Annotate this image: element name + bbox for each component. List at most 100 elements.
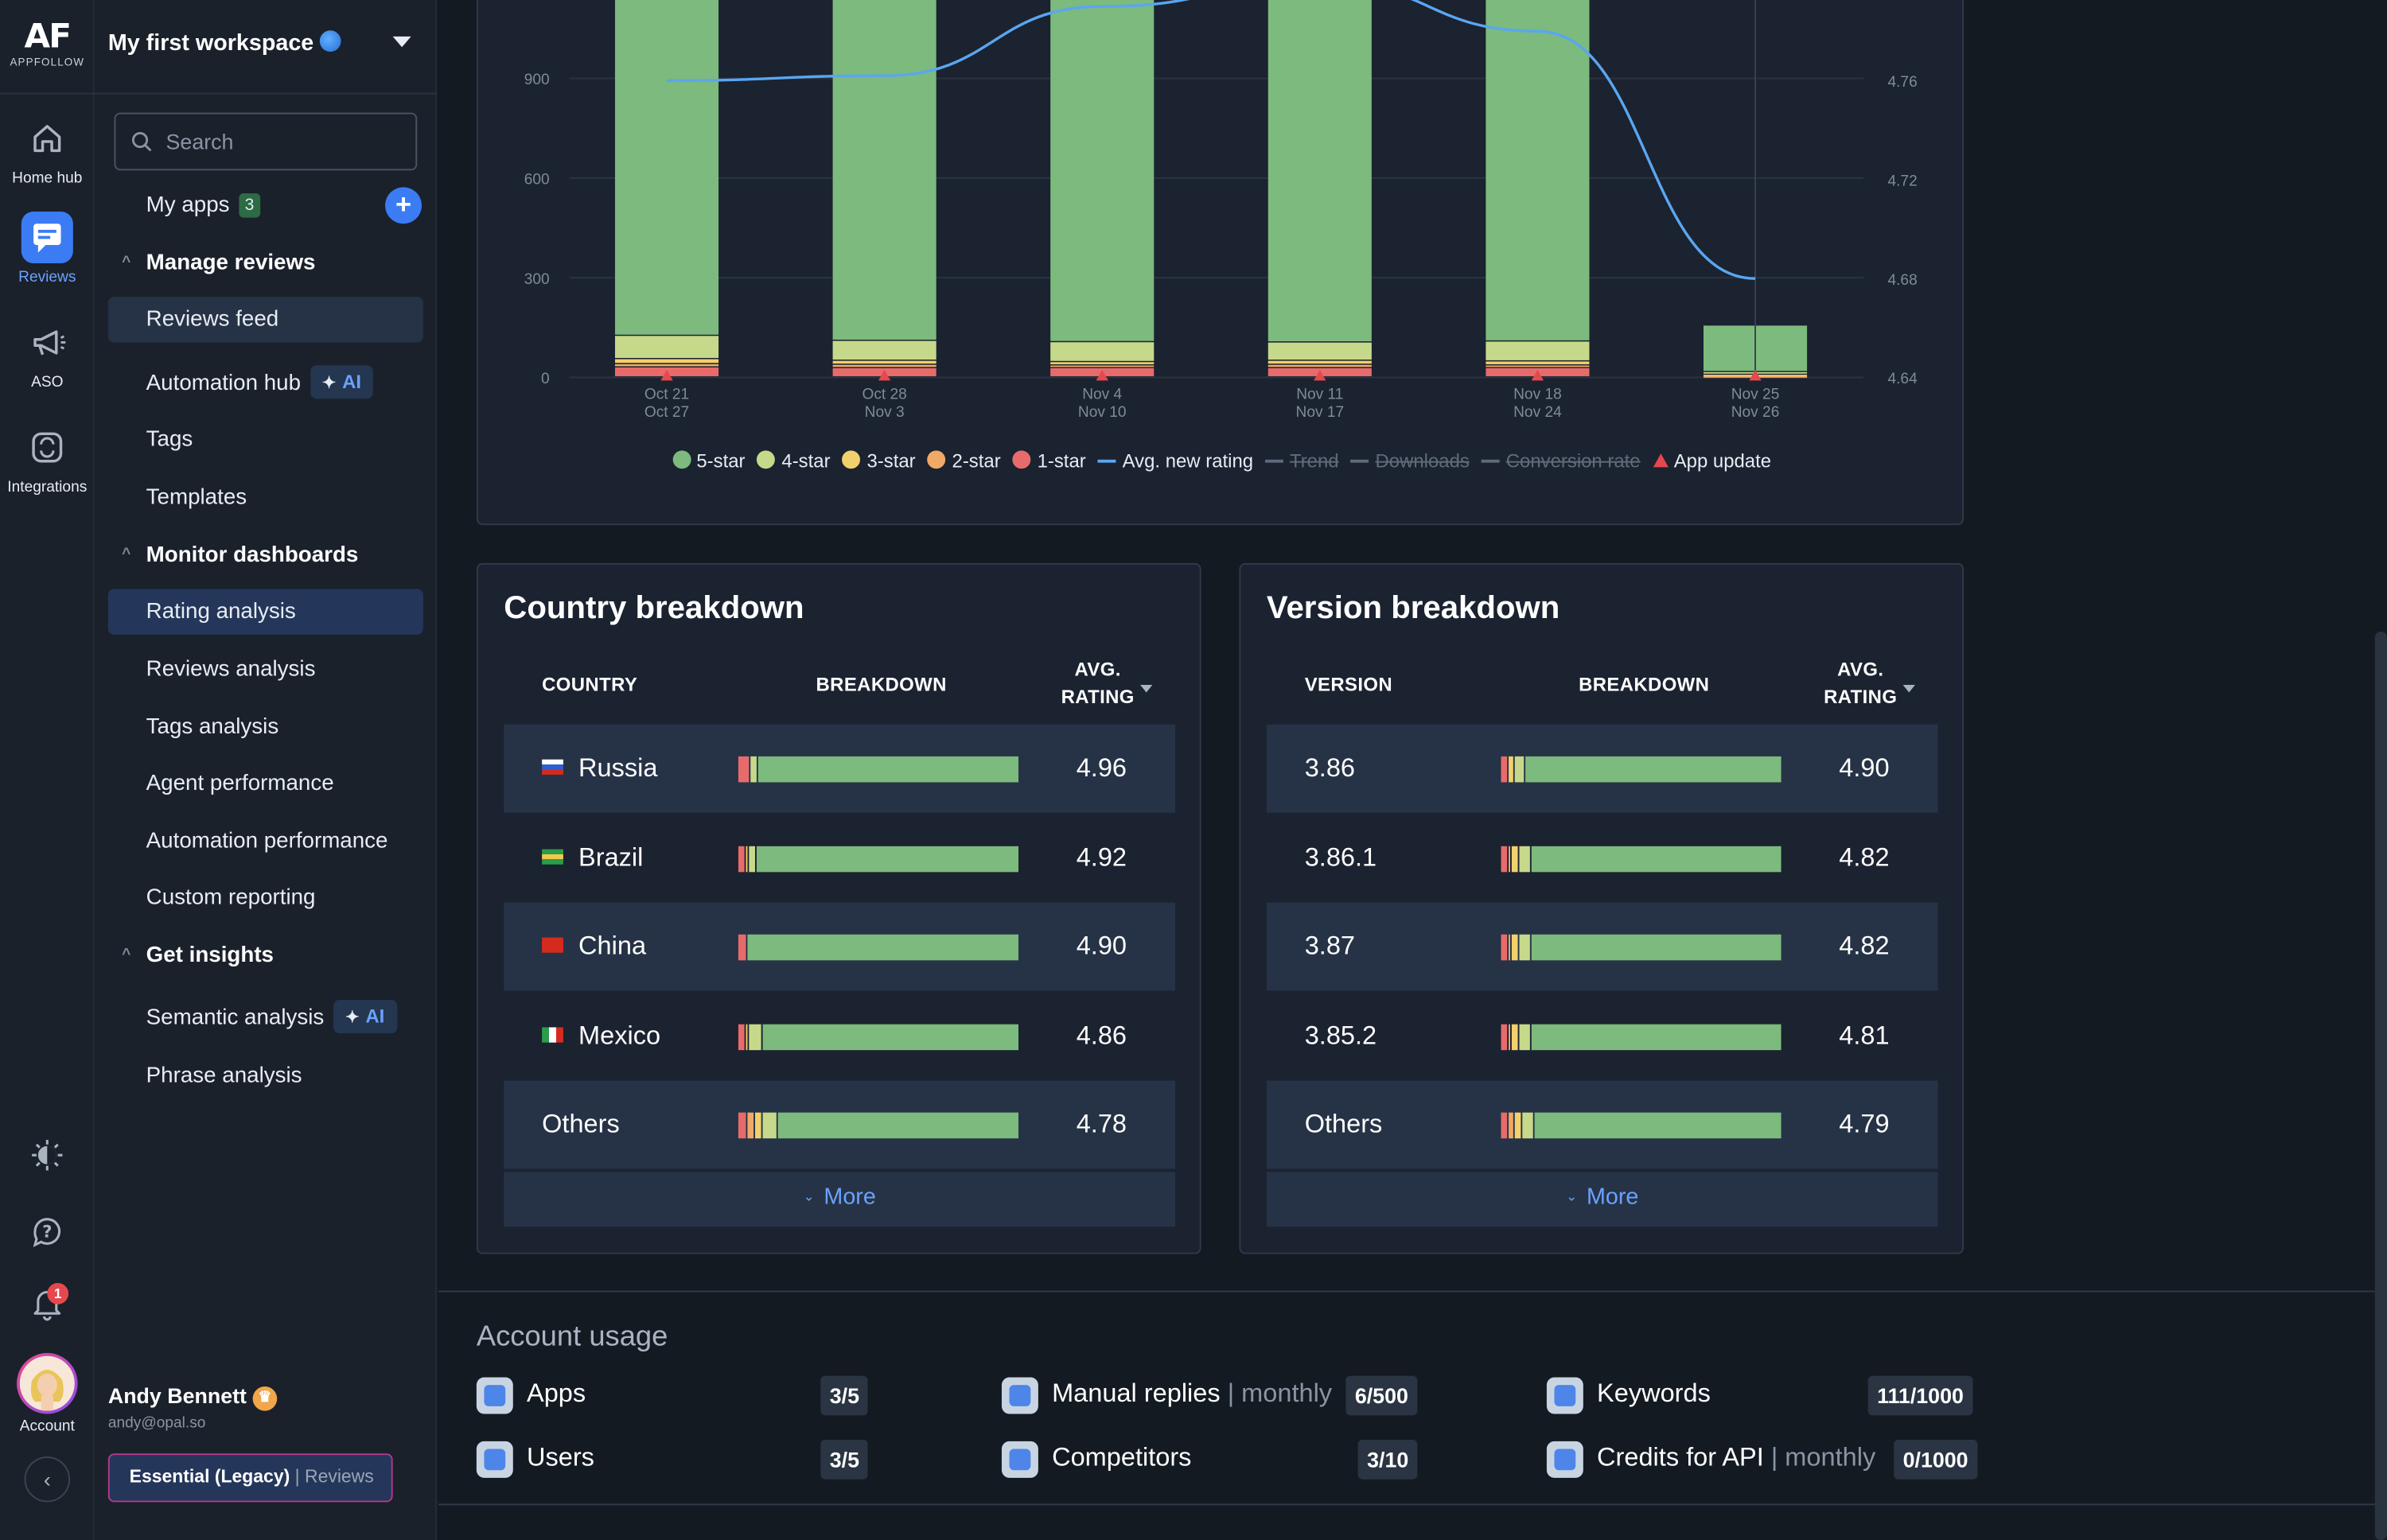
help-icon[interactable]: ?	[25, 1208, 70, 1254]
usage-credits-api-label: Credits for API | monthly	[1597, 1443, 1875, 1473]
nav-agent-performance[interactable]: Agent performance	[108, 761, 423, 807]
bar-segment	[1508, 1023, 1511, 1050]
theme-toggle-icon[interactable]	[25, 1132, 70, 1177]
table-row[interactable]: Russia 4.96	[504, 724, 1176, 813]
nav-templates[interactable]: Templates	[108, 475, 423, 520]
bar-segment	[1508, 845, 1511, 872]
legend-dot	[672, 450, 691, 469]
avg-rating-sort-header[interactable]: AVG. RATING	[1824, 656, 1897, 711]
legend-label: 4-star	[781, 450, 831, 472]
avg-label: AVG.	[1074, 659, 1121, 681]
legend-item-2-star[interactable]: 2-star	[927, 450, 1001, 472]
table-row[interactable]: China 4.90	[504, 902, 1176, 991]
legend-item-conversion-rate[interactable]: Conversion rate	[1482, 450, 1641, 472]
logo-mark: AF	[24, 18, 72, 56]
nav-custom-reporting[interactable]: Custom reporting	[108, 875, 423, 920]
table-row[interactable]: Others 4.79	[1266, 1080, 1938, 1169]
nav-reviews-analysis[interactable]: Reviews analysis	[108, 647, 423, 692]
bar-segment	[1519, 934, 1531, 961]
country-more-button[interactable]: ⌄ More	[504, 1184, 1175, 1211]
table-row[interactable]: 3.86 4.90	[1266, 724, 1938, 813]
legend-item-avg-new-rating[interactable]: Avg. new rating	[1098, 450, 1253, 472]
bar-segment	[756, 845, 1018, 872]
sort-caret-icon[interactable]	[1140, 684, 1153, 693]
table-row[interactable]: 3.87 4.82	[1266, 902, 1938, 991]
collapse-sidebar-button[interactable]: ‹	[24, 1456, 71, 1503]
legend-item-3-star[interactable]: 3-star	[842, 450, 916, 472]
rail-reviews[interactable]: Reviews	[0, 211, 95, 286]
my-apps-count-badge: 3	[239, 192, 260, 218]
bar-segment-5-star	[614, 0, 719, 335]
table-row[interactable]: 3.86.1 4.82	[1267, 814, 1938, 902]
legend-item-trend[interactable]: Trend	[1265, 450, 1339, 472]
legend-item-downloads[interactable]: Downloads	[1350, 450, 1470, 472]
sort-caret-icon[interactable]	[1902, 684, 1915, 693]
nav-reviews-feed[interactable]: Reviews feed	[107, 297, 423, 343]
appfollow-logo[interactable]: AF APPFOLLOW	[0, 18, 95, 70]
x-axis-tick-label: Nov 4	[1082, 386, 1122, 402]
phrase-analysis-label: Phrase analysis	[146, 1064, 302, 1089]
legend-item-1-star[interactable]: 1-star	[1012, 450, 1086, 472]
version-more-button[interactable]: ⌄ More	[1267, 1184, 1938, 1211]
nav-tags[interactable]: Tags	[108, 417, 423, 462]
x-axis-tick-label: Nov 17	[1296, 404, 1345, 421]
legend-item-4-star[interactable]: 4-star	[757, 450, 831, 472]
nav-rating-analysis[interactable]: Rating analysis	[107, 589, 423, 635]
bar-segment-5-star	[1050, 0, 1155, 341]
plan-badge[interactable]: Essential (Legacy) | Reviews	[107, 1453, 393, 1503]
page-scrollbar[interactable]	[2374, 632, 2387, 1540]
country-more-row: ⌄ More	[504, 1172, 1176, 1227]
nav-automation-hub[interactable]: Automation hub ✦ AI	[108, 360, 423, 406]
nav-section-get-insights[interactable]: ^ Get insights	[108, 933, 423, 978]
x-axis-tick-label: Oct 21	[644, 386, 689, 402]
row-name: China	[542, 931, 646, 962]
table-row[interactable]: Others 4.78	[504, 1080, 1176, 1169]
legend-item-app-update[interactable]: App update	[1652, 450, 1771, 472]
row-name-text: Brazil	[578, 842, 644, 872]
y2-axis-tick-label: 4.68	[1887, 272, 1917, 289]
rail-home-hub[interactable]: Home hub	[0, 113, 95, 187]
nav-automation-performance[interactable]: Automation performance	[108, 819, 423, 864]
legend-item-5-star[interactable]: 5-star	[672, 450, 746, 472]
country-card-title: Country breakdown	[504, 590, 804, 626]
legend-label: Trend	[1289, 450, 1339, 472]
rail-integrations[interactable]: Integrations	[0, 422, 95, 496]
nav-semantic-analysis[interactable]: Semantic analysis ✦ AI	[108, 995, 423, 1040]
chevron-up-icon: ^	[122, 546, 131, 563]
rating-analysis-label: Rating analysis	[146, 599, 296, 624]
chevron-down-icon: ⌄	[1566, 1188, 1578, 1204]
legend-triangle	[1652, 453, 1669, 468]
nav-section-manage-reviews[interactable]: ^ Manage reviews	[108, 240, 423, 286]
nav-my-apps[interactable]: My apps 3	[108, 183, 423, 228]
bar-segment	[1508, 934, 1511, 961]
home-icon	[21, 113, 73, 165]
add-app-button[interactable]: +	[385, 187, 422, 224]
country-breakdown-card: Country breakdown COUNTRY BREAKDOWN AVG.…	[476, 562, 1201, 1254]
more-label: More	[1586, 1184, 1639, 1211]
avg-rating-sort-header[interactable]: AVG. RATING	[1061, 656, 1135, 711]
nav-tags-analysis[interactable]: Tags analysis	[108, 705, 423, 750]
y-axis-tick-label: 900	[524, 72, 550, 88]
table-row[interactable]: Brazil 4.92	[504, 814, 1175, 902]
rating-breakdown-bar	[738, 845, 1018, 872]
bar-segment	[757, 756, 1018, 783]
user-name[interactable]: Andy Bennett ♛	[108, 1383, 278, 1411]
workspace-switcher[interactable]: My first workspace	[108, 30, 341, 56]
rail-aso[interactable]: ASO	[0, 317, 95, 391]
usage-users-value: 3/5	[820, 1439, 869, 1480]
nav-section-monitor-dashboards[interactable]: ^ Monitor dashboards	[108, 533, 423, 578]
search-input[interactable]	[165, 126, 395, 158]
bar-segment	[1512, 1023, 1518, 1050]
x-axis-tick-label: Oct 27	[644, 404, 689, 421]
caret-down-icon[interactable]	[392, 36, 411, 48]
version-card-title: Version breakdown	[1266, 590, 1560, 626]
account-avatar[interactable]	[17, 1352, 78, 1414]
reviews-feed-label: Reviews feed	[146, 307, 279, 332]
nav-phrase-analysis[interactable]: Phrase analysis	[108, 1053, 423, 1099]
logo-text: APPFOLLOW	[10, 57, 85, 69]
row-name-text: 3.85.2	[1304, 1020, 1377, 1050]
search-box[interactable]	[114, 112, 418, 171]
table-row[interactable]: 3.85.2 4.81	[1267, 992, 1938, 1080]
table-row[interactable]: Mexico 4.86	[504, 992, 1175, 1080]
rating-breakdown-bar	[1501, 1112, 1781, 1139]
